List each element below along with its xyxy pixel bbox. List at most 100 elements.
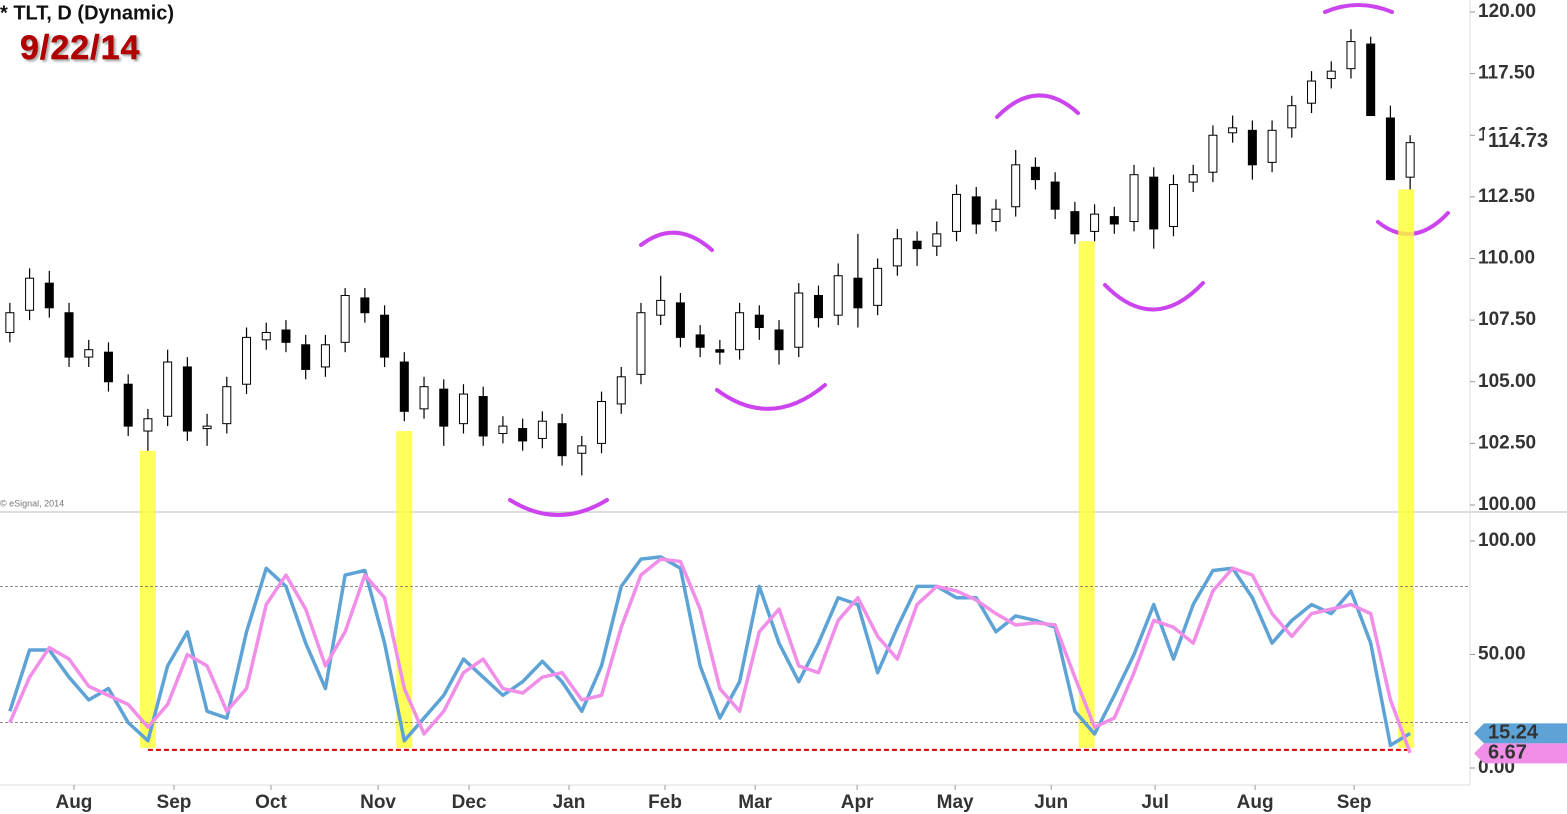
candle-body: [695, 334, 705, 348]
candle-body: [952, 193, 962, 232]
candle-body: [1070, 211, 1080, 235]
candle-body: [1050, 181, 1060, 210]
candle-body: [1405, 142, 1415, 178]
x-tick-label: Sep: [1337, 792, 1372, 813]
candle-body: [320, 344, 330, 368]
y-tick-label: 117.50: [1478, 63, 1535, 84]
candle-body: [735, 312, 745, 351]
candle-body: [656, 299, 666, 316]
candle-body: [873, 267, 883, 306]
candle-body: [1287, 105, 1297, 129]
x-tick-label: Aug: [55, 792, 92, 813]
candle-body: [64, 312, 74, 358]
candle-body: [84, 349, 94, 358]
y-tick-label: 50.00: [1478, 644, 1526, 665]
candle-body: [1030, 166, 1040, 181]
x-tick-label: Jun: [1034, 792, 1068, 813]
candle-body: [557, 423, 567, 457]
y-tick-label: 100.00: [1478, 494, 1536, 515]
candle-body: [833, 275, 843, 316]
candle-body: [518, 428, 528, 442]
candle-body: [1168, 184, 1178, 227]
candle-body: [301, 344, 311, 370]
arc: [1103, 281, 1205, 312]
candle-body: [103, 351, 113, 383]
candle-body: [399, 361, 409, 412]
x-tick-label: Dec: [452, 792, 487, 813]
candle-body: [143, 418, 153, 432]
candle-body: [1228, 127, 1238, 134]
candles: [5, 29, 1415, 476]
candle-body: [715, 349, 725, 353]
candle-body: [1109, 216, 1119, 225]
candle-body: [498, 425, 508, 435]
x-tick-label: Jan: [553, 792, 586, 813]
x-tick-label: Sep: [157, 792, 192, 813]
candle-body: [222, 386, 232, 425]
date: 9/22/14: [20, 29, 140, 67]
candle-body: [1307, 80, 1317, 104]
arc: [995, 93, 1080, 119]
candle-body: [1346, 41, 1356, 70]
candle-body: [242, 336, 252, 385]
last-price-box: [1484, 129, 1564, 154]
x-tick-label: Mar: [738, 792, 772, 813]
annotations: [508, 3, 1450, 517]
arc: [1323, 3, 1394, 14]
candle-body: [44, 282, 54, 309]
y-tick-label: 105.00: [1478, 371, 1536, 392]
candle-body: [419, 386, 429, 410]
y-tick-label: 100.00: [1478, 530, 1536, 551]
x-tick-label: Nov: [360, 792, 396, 813]
candle-body: [1149, 176, 1159, 230]
last-price-label: 114.73: [1488, 130, 1548, 152]
candle-body: [1267, 129, 1277, 163]
candle-body: [991, 208, 1001, 223]
series-line: [8, 555, 1412, 748]
highlight-bar: [139, 450, 156, 748]
candle-body: [1208, 134, 1218, 173]
candle-body: [439, 388, 449, 427]
candle-body: [202, 425, 212, 430]
candle-body: [1247, 129, 1257, 166]
candle-body: [616, 376, 626, 405]
value-tag: [1474, 723, 1567, 744]
candle-body: [1011, 164, 1021, 208]
candle-body: [1090, 213, 1100, 232]
candle-body: [971, 196, 981, 225]
candle-body: [5, 312, 15, 333]
candle-body: [754, 314, 764, 329]
candle-body: [537, 420, 547, 439]
arc: [508, 498, 609, 517]
y-tick-label: 107.50: [1478, 309, 1536, 330]
x-tick-label: Aug: [1237, 792, 1274, 813]
candle-body: [774, 329, 784, 351]
x-tick-label: Apr: [841, 792, 874, 813]
candle-body: [25, 277, 35, 311]
candle-body: [478, 396, 488, 437]
y-tick-label: 112.50: [1478, 186, 1535, 207]
candle-body: [380, 314, 390, 358]
candle-body: [597, 400, 607, 444]
candle-body: [340, 294, 350, 343]
value-label: 15.24: [1488, 722, 1539, 744]
x-tick-label: Oct: [255, 792, 287, 813]
candle-body: [1366, 43, 1376, 117]
candle-body: [1188, 174, 1198, 183]
candle-body: [577, 445, 587, 454]
series-line: [8, 557, 1412, 754]
candle-body: [892, 238, 902, 267]
arc: [639, 230, 714, 252]
candle-body: [1326, 70, 1336, 80]
x-tick-label: Feb: [648, 792, 682, 813]
highlight-bar: [1398, 189, 1415, 748]
value-tag: [1474, 743, 1567, 764]
candle-body: [794, 292, 804, 348]
candle-body: [182, 366, 192, 432]
candle-body: [458, 393, 468, 425]
chart-title: * TLT, D (Dynamic): [0, 2, 174, 24]
candle-body: [261, 331, 271, 341]
candle-body: [853, 277, 863, 309]
candle-body: [932, 233, 942, 247]
candle-body: [360, 297, 370, 314]
